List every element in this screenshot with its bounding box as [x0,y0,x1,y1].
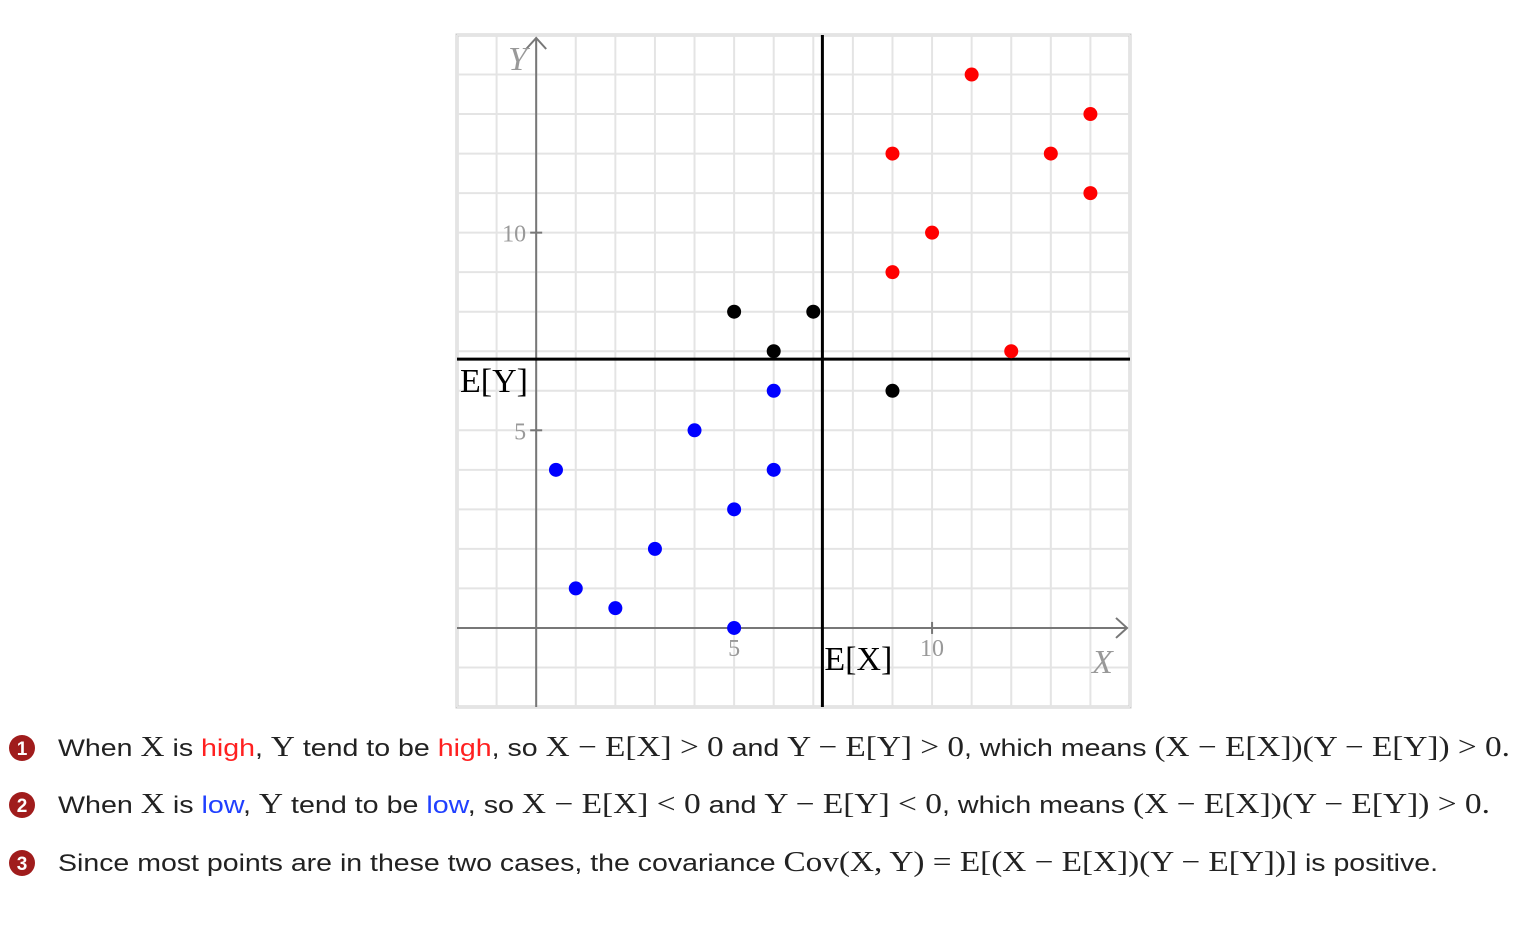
note-segment: When [58,735,140,762]
note-segment: X − E[X] > 0 [546,732,724,763]
note-badge [9,735,35,761]
mean-x-label: E[X] [824,641,892,678]
point [766,462,781,477]
note-number: 1 [17,739,28,760]
note-number: 2 [17,796,28,817]
note-text: When X is high, Y tend to be high, so X … [58,732,1510,763]
point [885,383,900,398]
note-segment: X − E[X] < 0 [522,789,701,820]
note-segment: , which means [964,735,1154,762]
note-badge [9,850,35,876]
note-segment: Since most points are in these two cases… [58,850,783,877]
note-segment: high [201,735,255,762]
note-segment: , so [468,792,522,819]
y-axis-arrow [525,36,547,50]
point [1083,186,1098,201]
point [687,423,702,438]
note-segment: tend to be [295,735,438,762]
point [885,265,900,280]
note-segment: , [255,735,271,762]
note-text: When X is low, Y tend to be low, so X − … [58,789,1490,820]
note-number: 3 [17,854,28,875]
note-segment: tend to be [283,792,426,819]
note-segment: low [426,792,470,819]
note-segment: high [438,735,492,762]
note-segment: (X − E[X])(Y − E[Y]) > 0. [1133,789,1490,820]
note-segment: is positive. [1297,850,1438,877]
x-axis-arrow [1115,617,1129,639]
note-segment: Y − E[Y] < 0 [764,789,942,820]
x-axis-label: X [1090,644,1114,681]
note-segment: X [140,732,164,763]
point [766,383,781,398]
point [1004,344,1019,359]
note-segment: and [724,735,787,762]
note-segment: X [141,789,165,820]
note-badge [9,792,35,818]
mean-y-label: E[Y] [460,363,528,400]
point [608,601,623,616]
note-segment: , which means [942,792,1133,819]
point [806,304,821,319]
note-segment: Y − E[Y] > 0 [787,732,964,763]
note-text: Since most points are in these two cases… [58,847,1438,878]
point [925,225,940,240]
note-segment: Y [259,789,283,820]
point [548,462,563,477]
point [1083,107,1098,122]
y-tick-label: 10 [502,222,526,248]
note-segment: low [202,792,246,819]
note-segment: (X − E[X])(Y − E[Y]) > 0. [1154,732,1510,763]
point [964,67,979,82]
point [647,541,662,556]
y-tick-label: 5 [514,419,526,445]
note-segment: Y [271,732,295,763]
point [766,344,781,359]
point [727,620,742,635]
note-segment: , [243,792,259,819]
note-segment: is [165,792,202,819]
plot-area [455,33,1132,709]
note-segment: Cov(X, Y) = E[(X − E[X])(Y − E[Y])] [783,847,1297,878]
note-segment: is [165,735,201,762]
x-tick-label: 5 [728,636,740,662]
note-segment: , so [492,735,546,762]
point [727,502,742,517]
y-axis-label: Y [508,41,530,78]
point [1043,146,1058,161]
x-tick-label: 10 [920,636,944,662]
point [885,146,900,161]
note-segment: When [58,792,141,819]
point [727,304,742,319]
note-segment: and [701,792,765,819]
point [568,581,583,596]
